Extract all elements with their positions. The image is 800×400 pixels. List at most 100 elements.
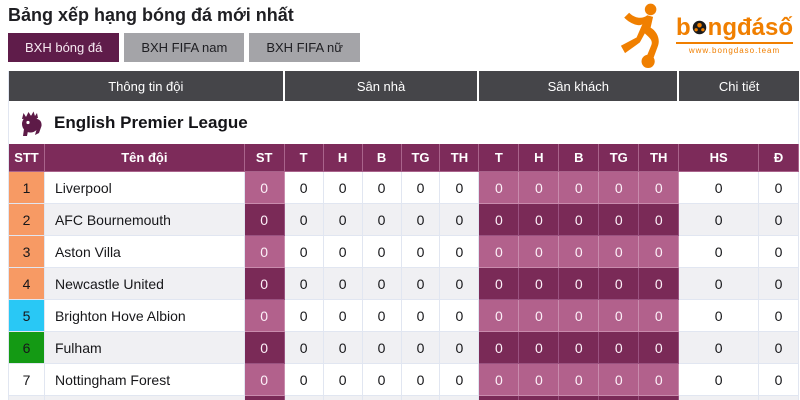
table-row: 6 Fulham 0 0 0 0 0 0 0 0 0 0 0 0 0	[9, 332, 800, 364]
team-name-cell[interactable]: Brighton Hove Albion	[44, 300, 245, 332]
soccer-player-icon	[620, 3, 659, 68]
matches-played-cell: 0	[244, 300, 285, 332]
away-goals-against-cell: 0	[639, 204, 680, 236]
away-draw-cell: 0	[519, 204, 560, 236]
away-goals-for-cell: 0	[599, 236, 640, 268]
col-header-stt: STT	[9, 144, 45, 172]
team-name-cell[interactable]: Aston Villa	[44, 236, 245, 268]
soccer-ball-icon	[692, 20, 706, 35]
table-row-partial	[9, 396, 799, 400]
goal-diff-cell: 0	[679, 172, 760, 204]
tab-bxh-bong-da[interactable]: BXH bóng đá	[8, 33, 120, 62]
away-win-cell: 0	[479, 172, 520, 204]
matches-played-cell: 0	[244, 268, 285, 300]
site-logo[interactable]: b ngđásố www.bongdaso.team	[608, 2, 794, 68]
away-goals-for-cell: 0	[599, 268, 640, 300]
league-header: English Premier League	[9, 101, 799, 144]
logo-text: b ngđásố www.bongdaso.team	[676, 15, 794, 55]
away-loss-cell: 0	[559, 172, 600, 204]
away-win-cell: 0	[479, 268, 520, 300]
rank-cell: 3	[9, 236, 45, 268]
col-header-hs: HS	[679, 144, 760, 172]
page-title: Bảng xếp hạng bóng đá mới nhất	[8, 5, 294, 25]
table-row: 5 Brighton Hove Albion 0 0 0 0 0 0 0 0 0…	[9, 300, 800, 332]
rank-cell: 5	[9, 300, 45, 332]
group-team-info: Thông tin đội	[9, 71, 285, 101]
away-goals-against-cell: 0	[639, 172, 680, 204]
col-header-st: ST	[244, 144, 285, 172]
table-body: 1 Liverpool 0 0 0 0 0 0 0 0 0 0 0 0 0 2 …	[9, 172, 800, 396]
points-cell: 0	[759, 204, 800, 236]
col-header-d: Đ	[759, 144, 800, 172]
team-name-cell[interactable]: Newcastle United	[44, 268, 245, 300]
away-loss-cell: 0	[559, 332, 600, 364]
table-row: 7 Nottingham Forest 0 0 0 0 0 0 0 0 0 0 …	[9, 364, 800, 396]
home-goals-for-cell: 0	[401, 172, 441, 204]
goal-diff-cell: 0	[679, 236, 760, 268]
tab-bxh-fifa-nu[interactable]: BXH FIFA nữ	[249, 33, 360, 62]
home-goals-for-cell: 0	[401, 236, 441, 268]
team-name-cell[interactable]: Fulham	[44, 332, 245, 364]
away-goals-for-cell: 0	[599, 172, 640, 204]
points-cell: 0	[759, 172, 800, 204]
home-goals-against-cell: 0	[440, 364, 480, 396]
rank-cell: 1	[9, 172, 45, 204]
standings-table: Thông tin đội Sân nhà Sân khách Chi tiết…	[8, 71, 800, 400]
team-name-cell[interactable]: Liverpool	[44, 172, 245, 204]
col-header-home-b: B	[362, 144, 402, 172]
away-goals-against-cell: 0	[639, 300, 680, 332]
home-draw-cell: 0	[323, 364, 363, 396]
points-cell: 0	[759, 236, 800, 268]
home-win-cell: 0	[284, 204, 324, 236]
logo-url: www.bongdaso.team	[688, 45, 781, 55]
home-goals-against-cell: 0	[440, 268, 480, 300]
home-win-cell: 0	[284, 172, 324, 204]
premier-league-lion-icon	[22, 111, 42, 136]
home-goals-for-cell: 0	[401, 300, 441, 332]
col-header-home-h: H	[323, 144, 363, 172]
team-name-cell[interactable]: Nottingham Forest	[44, 364, 245, 396]
home-loss-cell: 0	[362, 236, 402, 268]
matches-played-cell: 0	[244, 172, 285, 204]
group-home: Sân nhà	[284, 71, 480, 101]
home-draw-cell: 0	[323, 300, 363, 332]
away-draw-cell: 0	[519, 236, 560, 268]
rank-cell: 4	[9, 268, 45, 300]
home-win-cell: 0	[284, 300, 324, 332]
col-header-away-th: TH	[639, 144, 680, 172]
home-loss-cell: 0	[362, 172, 402, 204]
home-goals-for-cell: 0	[401, 364, 441, 396]
goal-diff-cell: 0	[679, 268, 760, 300]
home-loss-cell: 0	[362, 300, 402, 332]
team-name-cell[interactable]: AFC Bournemouth	[44, 204, 245, 236]
table-row: 4 Newcastle United 0 0 0 0 0 0 0 0 0 0 0…	[9, 268, 800, 300]
points-cell: 0	[759, 332, 800, 364]
matches-played-cell: 0	[244, 332, 285, 364]
col-header-home-th: TH	[440, 144, 480, 172]
col-header-away-h: H	[519, 144, 560, 172]
away-win-cell: 0	[479, 300, 520, 332]
away-win-cell: 0	[479, 236, 520, 268]
col-header-team: Tên đội	[44, 144, 245, 172]
home-loss-cell: 0	[362, 268, 402, 300]
home-loss-cell: 0	[362, 364, 402, 396]
away-win-cell: 0	[479, 204, 520, 236]
rank-cell: 2	[9, 204, 45, 236]
away-goals-against-cell: 0	[639, 332, 680, 364]
home-goals-against-cell: 0	[440, 300, 480, 332]
matches-played-cell: 0	[244, 364, 285, 396]
table-row: 3 Aston Villa 0 0 0 0 0 0 0 0 0 0 0 0 0	[9, 236, 800, 268]
home-win-cell: 0	[284, 236, 324, 268]
away-loss-cell: 0	[559, 300, 600, 332]
home-draw-cell: 0	[323, 204, 363, 236]
tab-bxh-fifa-nam[interactable]: BXH FIFA nam	[124, 33, 245, 62]
column-group-header: Thông tin đội Sân nhà Sân khách Chi tiết	[9, 71, 799, 101]
away-win-cell: 0	[479, 364, 520, 396]
points-cell: 0	[759, 268, 800, 300]
home-loss-cell: 0	[362, 332, 402, 364]
away-goals-against-cell: 0	[639, 364, 680, 396]
away-goals-for-cell: 0	[599, 364, 640, 396]
table-row: 1 Liverpool 0 0 0 0 0 0 0 0 0 0 0 0 0	[9, 172, 800, 204]
rank-cell: 6	[9, 332, 45, 364]
home-win-cell: 0	[284, 268, 324, 300]
